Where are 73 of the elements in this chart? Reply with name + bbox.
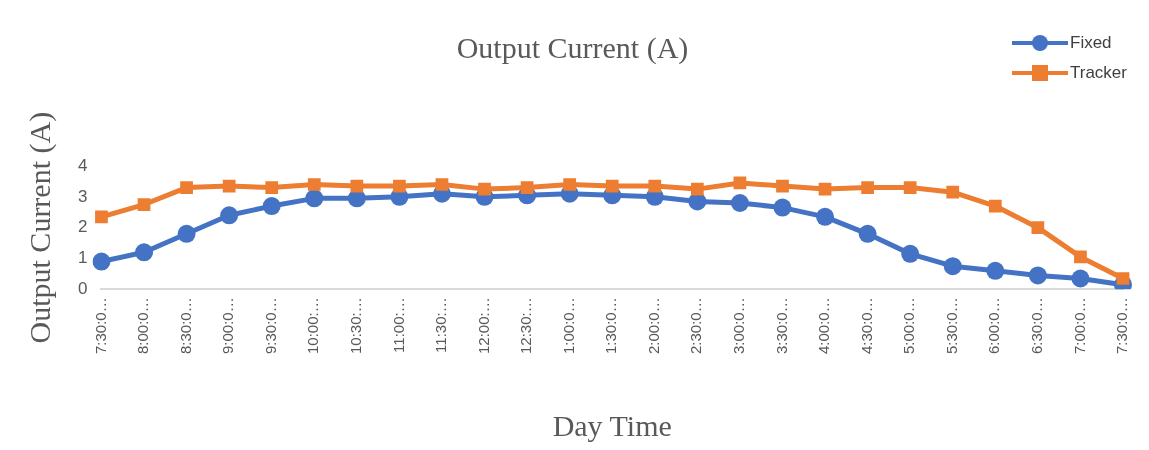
x-tick-label: 8:30:0… bbox=[176, 297, 194, 355]
x-tick-label: 9:30:0… bbox=[261, 297, 279, 355]
x-tick-label: 11:30:… bbox=[432, 297, 450, 353]
point bbox=[1116, 272, 1130, 285]
y-tick-label: 3 bbox=[77, 186, 88, 206]
point bbox=[478, 182, 491, 196]
point bbox=[605, 179, 619, 193]
y-tick-label: 4 bbox=[77, 155, 88, 175]
x-tick-label: 2:00:0… bbox=[644, 297, 662, 355]
point bbox=[393, 179, 406, 193]
point bbox=[730, 193, 749, 212]
point bbox=[1028, 266, 1047, 285]
point bbox=[773, 198, 792, 217]
point bbox=[690, 182, 704, 196]
point bbox=[305, 189, 324, 208]
x-tick-label: 3:00:0… bbox=[730, 297, 748, 355]
point bbox=[177, 224, 196, 243]
x-tick-label: 10:00:… bbox=[304, 297, 322, 355]
x-tick-label: 7:00:0… bbox=[1070, 297, 1088, 355]
point bbox=[435, 178, 449, 191]
point bbox=[816, 207, 835, 226]
point bbox=[1071, 269, 1090, 288]
point bbox=[901, 244, 920, 263]
point bbox=[180, 181, 193, 194]
point bbox=[858, 224, 877, 243]
point bbox=[220, 206, 239, 225]
legend-label: Fixed bbox=[1070, 33, 1112, 53]
chart-title: Output Current (A) bbox=[456, 30, 689, 65]
x-tick-label: 11:00:… bbox=[389, 297, 407, 353]
x-tick-label: 1:30:0… bbox=[602, 297, 620, 355]
x-tick-label: 8:00:0… bbox=[134, 297, 152, 355]
x-tick-label: 5:30:0… bbox=[942, 297, 960, 355]
x-tick-label: 7:30:0… bbox=[91, 297, 109, 355]
y-tick-label: 2 bbox=[77, 217, 88, 237]
point bbox=[861, 181, 874, 194]
point bbox=[563, 178, 577, 191]
x-tick-label: 7:30:0… bbox=[1113, 297, 1131, 355]
y-axis-title: Output Current (A) bbox=[22, 111, 57, 344]
y-tick-label: 1 bbox=[77, 248, 88, 268]
x-tick-label: 5:00:0… bbox=[900, 297, 918, 355]
x-tick-label: 1:00:0… bbox=[559, 297, 577, 355]
point bbox=[262, 197, 281, 216]
point bbox=[648, 179, 662, 193]
x-tick-label: 4:00:0… bbox=[815, 297, 833, 355]
point bbox=[776, 179, 789, 193]
point bbox=[943, 257, 962, 276]
point bbox=[1074, 250, 1087, 264]
point bbox=[92, 252, 111, 271]
point bbox=[137, 198, 151, 211]
point bbox=[222, 179, 236, 193]
x-tick-label: 2:30:0… bbox=[687, 297, 705, 355]
point bbox=[95, 210, 108, 224]
point bbox=[350, 179, 364, 193]
point bbox=[903, 181, 917, 194]
point bbox=[135, 243, 154, 262]
point bbox=[265, 181, 279, 194]
x-axis-title: Day Time bbox=[552, 408, 672, 442]
point bbox=[986, 261, 1005, 280]
x-tick-label: 12:30:… bbox=[517, 297, 535, 355]
x-tick-label: 3:30:0… bbox=[772, 297, 790, 355]
x-tick-label: 9:00:0… bbox=[219, 297, 237, 355]
point bbox=[520, 181, 534, 194]
point bbox=[946, 185, 960, 199]
x-tick-label: 10:30:… bbox=[346, 297, 364, 355]
y-tick-label: 0 bbox=[77, 278, 88, 298]
point bbox=[1031, 221, 1045, 235]
x-tick-label: 4:30:0… bbox=[857, 297, 875, 355]
x-tick-label: 6:00:0… bbox=[985, 297, 1003, 355]
x-tick-label: 12:00:… bbox=[474, 297, 492, 355]
point bbox=[307, 178, 321, 191]
point bbox=[988, 199, 1002, 213]
x-tick-label: 6:30:0… bbox=[1028, 297, 1046, 355]
legend-label: Tracker bbox=[1070, 63, 1127, 83]
